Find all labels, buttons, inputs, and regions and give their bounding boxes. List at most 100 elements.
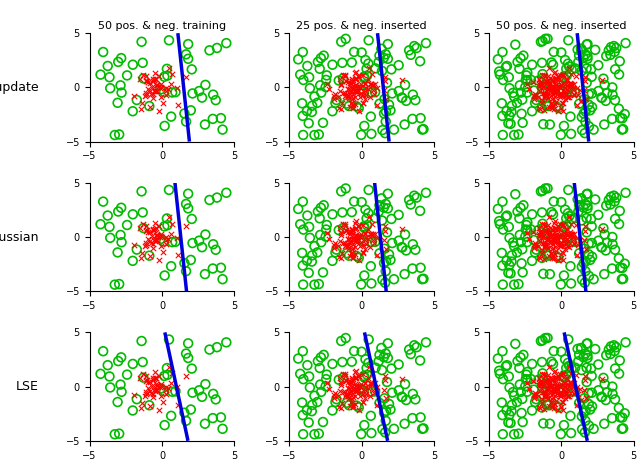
Point bbox=[539, 255, 549, 263]
Point bbox=[547, 77, 557, 84]
Point bbox=[186, 406, 196, 413]
Point bbox=[194, 237, 204, 245]
Point bbox=[138, 59, 148, 66]
Point bbox=[374, 249, 385, 257]
Point bbox=[148, 375, 159, 383]
Point bbox=[509, 430, 519, 438]
Point bbox=[553, 107, 563, 115]
Point bbox=[521, 375, 531, 383]
Point bbox=[372, 383, 382, 391]
Point bbox=[570, 72, 580, 80]
Point bbox=[564, 243, 574, 251]
Point bbox=[327, 360, 337, 368]
Point bbox=[545, 378, 555, 386]
Point bbox=[524, 385, 534, 392]
Point bbox=[102, 361, 113, 369]
Point bbox=[560, 206, 570, 213]
Point bbox=[149, 237, 159, 244]
Point bbox=[557, 390, 568, 398]
Point bbox=[541, 401, 552, 409]
Point bbox=[579, 259, 589, 267]
Point bbox=[397, 244, 408, 251]
Point bbox=[336, 337, 346, 345]
Point bbox=[355, 233, 365, 241]
Point bbox=[512, 249, 522, 256]
Point bbox=[518, 119, 528, 127]
Point bbox=[141, 376, 152, 383]
Point bbox=[560, 95, 570, 103]
Point bbox=[159, 387, 169, 395]
Point bbox=[350, 400, 360, 407]
Point bbox=[345, 90, 355, 97]
Point bbox=[151, 75, 161, 82]
Point bbox=[563, 243, 573, 250]
Point bbox=[621, 189, 631, 197]
Point bbox=[500, 213, 511, 220]
Point bbox=[537, 404, 547, 411]
Point bbox=[183, 40, 193, 48]
Point bbox=[356, 281, 366, 288]
Point bbox=[570, 89, 580, 96]
Point bbox=[538, 419, 548, 427]
Point bbox=[543, 394, 554, 401]
Point bbox=[542, 79, 552, 86]
Point bbox=[573, 391, 583, 398]
Point bbox=[541, 379, 551, 386]
Point bbox=[154, 372, 164, 380]
Point bbox=[347, 358, 357, 365]
Point bbox=[137, 399, 147, 406]
Point bbox=[152, 87, 162, 95]
Point bbox=[342, 228, 353, 236]
Point bbox=[367, 230, 378, 238]
Point bbox=[569, 390, 579, 398]
Point bbox=[129, 391, 140, 399]
Point bbox=[336, 188, 346, 195]
Point bbox=[353, 233, 363, 241]
Point bbox=[551, 234, 561, 241]
Point bbox=[128, 61, 138, 68]
Point bbox=[337, 249, 347, 257]
Point bbox=[494, 217, 504, 225]
Point bbox=[172, 84, 182, 91]
Point bbox=[562, 225, 572, 233]
Point bbox=[349, 87, 359, 95]
Point bbox=[540, 73, 550, 80]
Point bbox=[557, 241, 568, 248]
Point bbox=[575, 86, 585, 94]
Point bbox=[537, 358, 547, 366]
Point bbox=[576, 45, 586, 53]
Point bbox=[340, 242, 350, 250]
Point bbox=[342, 91, 353, 99]
Point bbox=[568, 90, 579, 97]
Point bbox=[162, 365, 172, 372]
Point bbox=[415, 207, 425, 215]
Point bbox=[580, 73, 590, 81]
Point bbox=[368, 87, 378, 94]
Point bbox=[579, 204, 589, 211]
Point bbox=[407, 264, 417, 272]
Point bbox=[372, 401, 383, 409]
Point bbox=[587, 103, 597, 111]
Point bbox=[574, 249, 584, 257]
Point bbox=[545, 374, 556, 382]
Point bbox=[302, 361, 312, 369]
Point bbox=[212, 343, 222, 351]
Point bbox=[348, 244, 358, 252]
Point bbox=[367, 70, 377, 78]
Point bbox=[322, 72, 332, 79]
Point bbox=[557, 91, 568, 99]
Point bbox=[295, 71, 305, 78]
Point bbox=[166, 412, 176, 419]
Point bbox=[340, 35, 351, 43]
Point bbox=[563, 87, 573, 95]
Point bbox=[536, 243, 546, 251]
Point bbox=[562, 381, 572, 389]
Point bbox=[351, 102, 362, 110]
Point bbox=[500, 363, 511, 370]
Point bbox=[557, 72, 568, 79]
Point bbox=[141, 78, 152, 85]
Point bbox=[562, 82, 572, 90]
Point bbox=[298, 112, 308, 120]
Point bbox=[387, 215, 397, 223]
Point bbox=[547, 208, 557, 216]
